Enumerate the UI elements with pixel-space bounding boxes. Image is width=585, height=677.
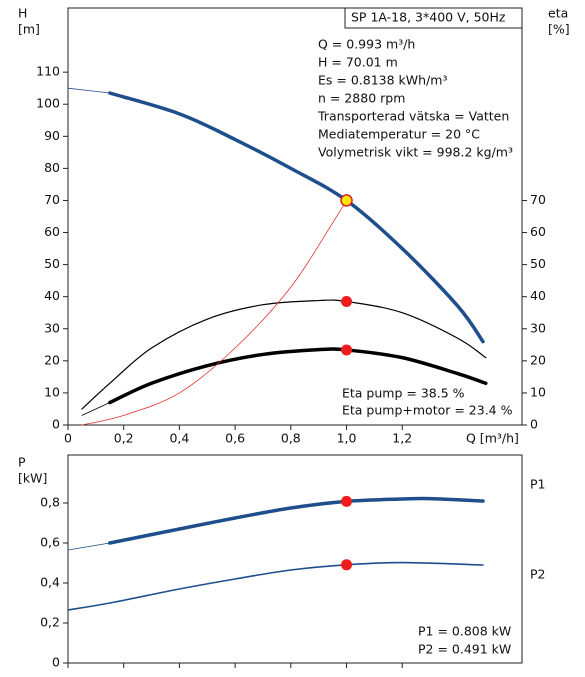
- operating-point: [341, 559, 353, 571]
- y-tick-label: 0,6: [40, 535, 60, 550]
- y-tick-label: 40: [44, 288, 60, 303]
- curve: [108, 347, 488, 405]
- y-tick-label: 0: [52, 417, 60, 432]
- plot-frame: [67, 454, 523, 664]
- y-tick-label: 90: [44, 128, 60, 143]
- y2-tick-label: 20: [530, 352, 546, 367]
- annotation: P2 = 0.491 kW: [418, 642, 511, 657]
- y-axis-label: H: [18, 6, 27, 21]
- x-tick-label: 1,2: [392, 431, 412, 446]
- operating-point: [341, 296, 353, 308]
- y-tick-label: 30: [44, 320, 60, 335]
- info-line: Q = 0.993 m³/h: [318, 37, 415, 52]
- annotation: P1 = 0.808 kW: [418, 624, 511, 639]
- y-axis-label: P: [18, 455, 26, 470]
- x-tick-label: 0,4: [169, 431, 189, 446]
- x-tick-label: 1,0: [337, 431, 357, 446]
- y-tick-label: 80: [44, 160, 60, 175]
- y-tick-label: 0,4: [40, 575, 60, 590]
- y-tick-label: 0: [52, 655, 60, 670]
- y-tick-label: 110: [36, 64, 60, 79]
- y2-tick-label: 50: [530, 256, 546, 271]
- info-line: Volymetrisk vikt = 998.2 kg/m³: [318, 145, 513, 160]
- y-tick-label: 50: [44, 256, 60, 271]
- y2-tick-label: 70: [530, 192, 546, 207]
- curve: [81, 200, 347, 426]
- y2-tick-label: 40: [530, 288, 546, 303]
- y-tick-label: 20: [44, 352, 60, 367]
- x-axis-label: Q [m³/h]: [466, 431, 519, 446]
- info-box-title: SP 1A-18, 3*400 V, 50Hz: [351, 10, 506, 25]
- y-tick-label: 10: [44, 384, 60, 399]
- info-line: Transporterad vätska = Vatten: [317, 109, 509, 124]
- curve: [108, 91, 485, 344]
- operating-point: [341, 495, 353, 507]
- x-tick-label: 0: [64, 431, 72, 446]
- y-tick-label: 100: [36, 96, 60, 111]
- y-axis-label: [m]: [18, 22, 40, 37]
- annotation: Eta pump = 38.5 %: [342, 386, 465, 401]
- series-label: P2: [530, 567, 546, 582]
- y2-tick-label: 30: [530, 320, 546, 335]
- series-label: P1: [530, 477, 546, 492]
- y2-axis-label: [%]: [548, 22, 570, 37]
- y-tick-label: 0,8: [40, 495, 60, 510]
- y2-tick-label: 60: [530, 224, 546, 239]
- info-line: Es = 0.8138 kWh/m³: [318, 73, 447, 88]
- info-line: H = 70.01 m: [318, 55, 398, 70]
- y-tick-label: 70: [44, 192, 60, 207]
- curve: [108, 496, 485, 545]
- y-tick-label: 0,2: [40, 615, 60, 630]
- curve: [67, 542, 111, 551]
- info-box: [344, 7, 523, 29]
- y-tick-label: 60: [44, 224, 60, 239]
- y2-axis-label: eta: [548, 6, 568, 21]
- info-line: n = 2880 rpm: [318, 91, 405, 106]
- curve: [67, 87, 111, 94]
- y-axis-label: [kW]: [18, 471, 47, 486]
- info-line: Mediatemperatur = 20 °C: [318, 127, 480, 142]
- curve: [81, 299, 487, 410]
- annotation: Eta pump+motor = 23.4 %: [342, 403, 513, 418]
- operating-point: [340, 194, 353, 207]
- curve: [67, 561, 484, 611]
- y2-tick-label: 0: [530, 417, 538, 432]
- y2-tick-label: 10: [530, 384, 546, 399]
- plot-frame: [67, 7, 523, 426]
- x-tick-label: 0,2: [114, 431, 134, 446]
- operating-point: [341, 344, 353, 356]
- x-tick-label: 0,6: [225, 431, 245, 446]
- x-tick-label: 0,8: [281, 431, 301, 446]
